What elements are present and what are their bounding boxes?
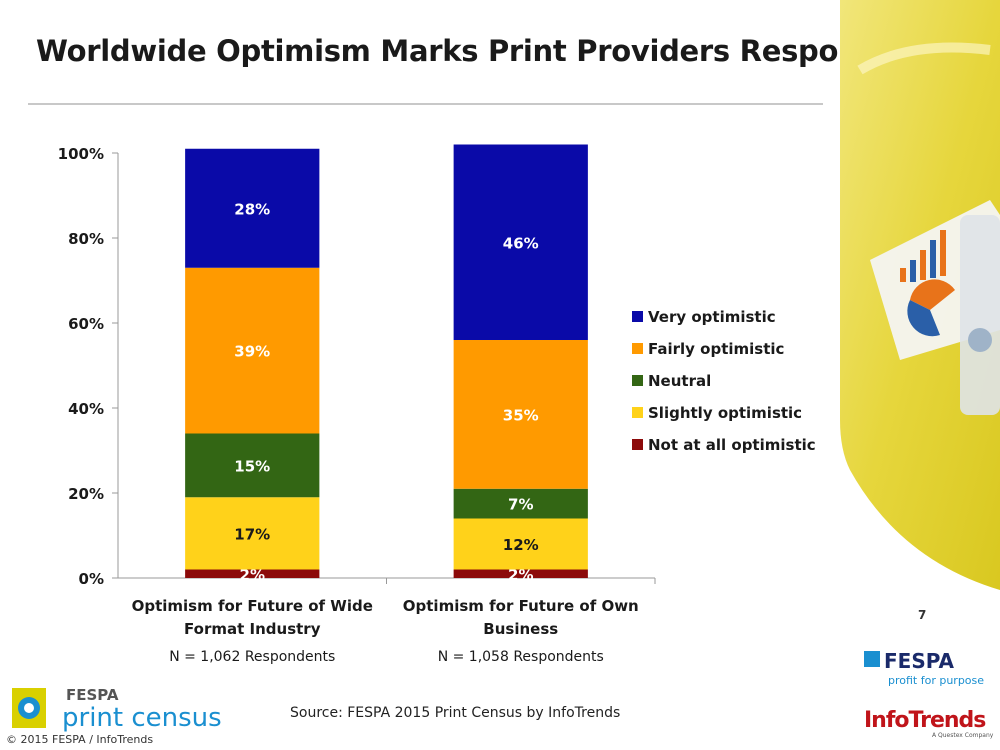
data-label: 28% bbox=[234, 200, 270, 218]
copyright-text: © 2015 FESPA / InfoTrends bbox=[6, 733, 154, 746]
x-category-label: Business bbox=[483, 620, 558, 638]
respondents-label: N = 1,058 Respondents bbox=[438, 649, 604, 665]
y-tick-label: 40% bbox=[68, 400, 104, 418]
legend-label: Slightly optimistic bbox=[648, 404, 802, 422]
legend-label: Neutral bbox=[648, 372, 711, 390]
legend-swatch bbox=[632, 311, 643, 322]
title-divider bbox=[28, 103, 823, 105]
bar-segment bbox=[453, 144, 588, 340]
fespa-logo-mark bbox=[864, 651, 880, 667]
census-logo-name: print census bbox=[62, 703, 222, 732]
slide-title: Worldwide Optimism Marks Print Providers… bbox=[36, 34, 895, 68]
data-label: 15% bbox=[234, 457, 270, 475]
bar-segment bbox=[185, 569, 320, 578]
fespa-logo-name: FESPA bbox=[884, 649, 955, 673]
legend-label: Fairly optimistic bbox=[648, 340, 784, 358]
x-category-label: Format Industry bbox=[184, 620, 321, 638]
bar-segment bbox=[453, 488, 588, 519]
legend-swatch bbox=[632, 407, 643, 418]
legend-swatch bbox=[632, 375, 643, 386]
data-label: 2% bbox=[240, 566, 265, 584]
source-note: Source: FESPA 2015 Print Census by InfoT… bbox=[290, 705, 621, 721]
bar-segment bbox=[185, 497, 320, 570]
legend-label: Not at all optimistic bbox=[648, 436, 816, 454]
fespa-logo-tagline: profit for purpose bbox=[888, 674, 984, 687]
bar-segment bbox=[453, 569, 588, 578]
y-tick-label: 20% bbox=[68, 485, 104, 503]
x-category-label: Optimism for Future of Own bbox=[403, 597, 639, 615]
data-label: 17% bbox=[234, 525, 270, 543]
y-tick-label: 100% bbox=[58, 145, 104, 163]
bar-segment bbox=[453, 340, 588, 489]
legend-label: Very optimistic bbox=[648, 308, 776, 326]
decorative-photo-panel bbox=[840, 0, 1000, 590]
infotrends-logo-tagline: A Questex Company bbox=[932, 732, 994, 739]
data-label: 7% bbox=[508, 496, 533, 514]
respondents-label: N = 1,062 Respondents bbox=[169, 649, 335, 665]
census-logo-brand: FESPA bbox=[66, 686, 119, 704]
bar-segment bbox=[453, 518, 588, 570]
bar-segment bbox=[185, 267, 320, 434]
y-tick-label: 60% bbox=[68, 315, 104, 333]
y-tick-label: 80% bbox=[68, 230, 104, 248]
data-label: 46% bbox=[503, 234, 539, 252]
data-label: 35% bbox=[503, 406, 539, 424]
bar-segment bbox=[185, 433, 320, 498]
legend-swatch bbox=[632, 343, 643, 354]
legend-swatch bbox=[632, 439, 643, 450]
data-label: 39% bbox=[234, 343, 270, 361]
fespa-logo: FESPA profit for purpose bbox=[864, 649, 984, 687]
infotrends-logo: InfoTrends A Questex Company bbox=[864, 708, 994, 739]
print-census-logo: FESPA print census bbox=[12, 686, 222, 732]
deco-mini-bars bbox=[900, 230, 946, 282]
data-label: 12% bbox=[503, 536, 539, 554]
y-tick-label: 0% bbox=[79, 570, 104, 588]
infotrends-logo-name: InfoTrends bbox=[864, 708, 986, 733]
bar-segment bbox=[185, 148, 320, 268]
page-number: 7 bbox=[918, 608, 927, 622]
data-label: 2% bbox=[508, 566, 533, 584]
x-category-label: Optimism for Future of Wide bbox=[132, 597, 373, 615]
